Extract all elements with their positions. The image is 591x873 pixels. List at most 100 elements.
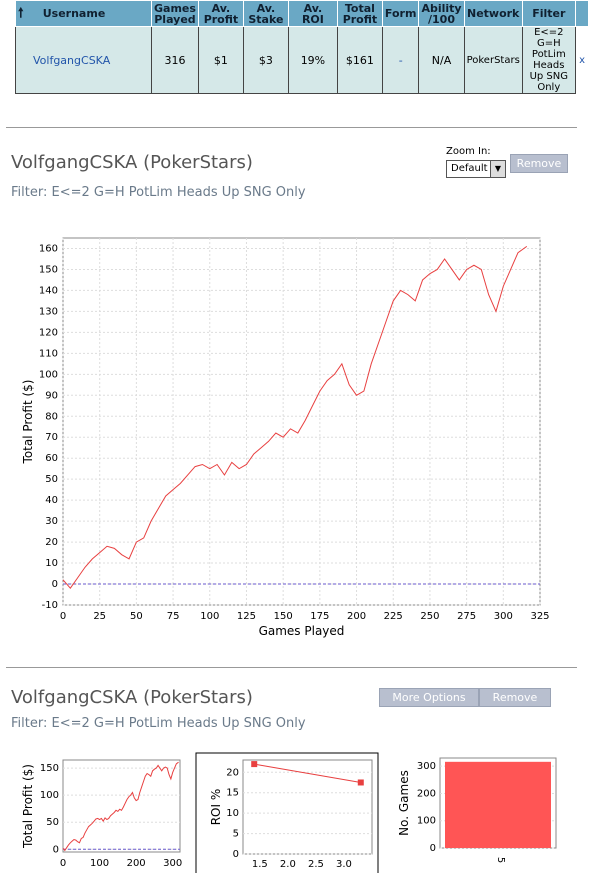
x-tick-label: 325 xyxy=(530,611,549,622)
divider xyxy=(6,667,577,668)
y-axis-label: No. Games xyxy=(397,770,411,836)
x-axis-label: Games Played xyxy=(259,624,345,638)
remove-button[interactable]: Remove xyxy=(510,154,568,173)
x-tick-label: 225 xyxy=(384,611,403,622)
x-tick-label: 125 xyxy=(237,611,256,622)
y-tick-label: 100 xyxy=(417,816,436,827)
x-tick-label: 150 xyxy=(274,611,293,622)
sort-username-header[interactable]: 🠕 Username xyxy=(15,0,152,27)
network-header[interactable]: Network xyxy=(463,0,523,27)
zoom-select[interactable]: Default ▼ xyxy=(446,160,506,178)
x-tick-label: 100 xyxy=(90,858,109,869)
stats-table: 🠕 Username Games Played Av. Profit Av. S… xyxy=(15,0,589,94)
y-axis-label: ROI % xyxy=(209,789,223,826)
y-tick-label: 100 xyxy=(39,369,58,380)
y-axis-label: Total Profit ($) xyxy=(21,380,35,465)
y-tick-label: 80 xyxy=(45,411,58,422)
y-tick-label: 50 xyxy=(46,817,59,828)
x-tick-label: 0 xyxy=(60,611,66,622)
y-tick-label: 50 xyxy=(45,474,58,485)
bar xyxy=(445,761,551,848)
filter-header[interactable]: Filter xyxy=(521,0,576,27)
y-tick-label: 60 xyxy=(45,453,58,464)
games-cell: 316 xyxy=(151,26,199,94)
roi-point xyxy=(251,761,258,768)
zoom-label: Zoom In: xyxy=(446,146,491,157)
y-tick-label: 100 xyxy=(40,790,59,801)
y-tick-label: 140 xyxy=(39,285,58,296)
chevron-down-icon[interactable]: ▼ xyxy=(490,161,505,177)
avprofit-cell: $1 xyxy=(197,26,244,94)
main-profit-chart: 0 25 50 75 100 125 150 175 200 225 250 275 300 325-10… xyxy=(21,237,550,638)
x-tick-label: 50 xyxy=(130,611,143,622)
x-tick-label: 300 xyxy=(494,611,513,622)
plot-area xyxy=(62,237,541,606)
x-tick-label: 2.5 xyxy=(308,859,324,870)
remove-button[interactable]: Remove xyxy=(479,688,551,707)
divider xyxy=(6,127,577,128)
header-row: 🠕 Username Games Played Av. Profit Av. S… xyxy=(15,0,589,27)
y-tick-label: 70 xyxy=(45,432,58,443)
x-tick-label: 250 xyxy=(420,611,439,622)
table-row: VolfgangCSKA 316 $1 $3 19% $161 - N/A Po… xyxy=(15,26,589,94)
x-tick-label: 200 xyxy=(347,611,366,622)
x-tick-label: 1.5 xyxy=(252,859,268,870)
more-options-button[interactable]: More Options xyxy=(379,688,479,707)
remove-row-link[interactable]: x xyxy=(575,26,589,94)
y-axis-label: Total Profit ($) xyxy=(21,764,35,849)
form-header[interactable]: Form xyxy=(381,0,420,27)
chart-frame xyxy=(195,752,379,873)
mini-profit-chart: 0 100 200 300 0 50 100 150 Total Profit ($) xyxy=(21,759,182,869)
page-title: VolfgangCSKA (PokerStars) xyxy=(11,687,253,708)
y-tick-label: 0 xyxy=(233,849,239,860)
y-tick-label: 110 xyxy=(39,348,58,359)
profit-line xyxy=(62,245,528,590)
x-tick-label: 25 xyxy=(93,611,106,622)
x-tick-label: 75 xyxy=(167,611,180,622)
y-tick-label: 20 xyxy=(45,537,58,548)
plot-area xyxy=(62,759,181,853)
y-tick-label: 10 xyxy=(45,558,58,569)
y-tick-label: 120 xyxy=(39,327,58,338)
roi-line xyxy=(254,763,361,783)
total-profit-header[interactable]: Total Profit xyxy=(336,0,383,27)
x-tick-label: 300 xyxy=(163,858,182,869)
filter-text: Filter: E<=2 G=H PotLim Heads Up SNG Onl… xyxy=(11,716,306,731)
sort-up-icon[interactable]: 🠕 xyxy=(18,6,24,21)
games-played-header[interactable]: Games Played xyxy=(151,0,199,27)
ability-cell: N/A xyxy=(418,26,465,94)
av-stake-header[interactable]: Av. Stake xyxy=(242,0,289,27)
y-tick-label: 40 xyxy=(45,495,58,506)
y-tick-label: 0 xyxy=(52,579,58,590)
page-title: VolfgangCSKA (PokerStars) xyxy=(11,152,253,173)
y-tick-label: 30 xyxy=(45,516,58,527)
y-tick-label: 20 xyxy=(226,767,239,778)
av-profit-header[interactable]: Av. Profit xyxy=(197,0,244,27)
y-tick-label: 200 xyxy=(417,788,436,799)
x-tick-label: 175 xyxy=(310,611,329,622)
x-tick-label: 100 xyxy=(200,611,219,622)
network-cell: PokerStars xyxy=(463,26,523,94)
avstake-cell: $3 xyxy=(242,26,289,94)
roi-point xyxy=(357,779,364,786)
x-tick-label: 3.0 xyxy=(336,859,352,870)
x-tick-label: 200 xyxy=(127,858,146,869)
games-bar-chart: 0 100 200 300 5 No. Games xyxy=(397,757,557,863)
filter-cell: E<=2 G=H PotLim Heads Up SNG Only xyxy=(521,26,576,94)
form-cell: - xyxy=(381,26,420,94)
x-tick-label: 0 xyxy=(60,858,66,869)
username-link[interactable]: VolfgangCSKA xyxy=(15,26,152,94)
ability-header[interactable]: Ability /100 xyxy=(418,0,465,27)
x-tick-label: 275 xyxy=(457,611,476,622)
av-roi-header[interactable]: Av. ROI xyxy=(287,0,338,27)
plot-area xyxy=(242,759,373,855)
y-tick-label: 15 xyxy=(226,788,239,799)
y-tick-label: 150 xyxy=(39,264,58,275)
y-tick-label: 130 xyxy=(39,306,58,317)
y-tick-label: 0 xyxy=(430,843,436,854)
x-tick-label: 5 xyxy=(495,857,506,863)
y-tick-label: 5 xyxy=(233,829,239,840)
y-tick-label: 160 xyxy=(39,243,58,254)
